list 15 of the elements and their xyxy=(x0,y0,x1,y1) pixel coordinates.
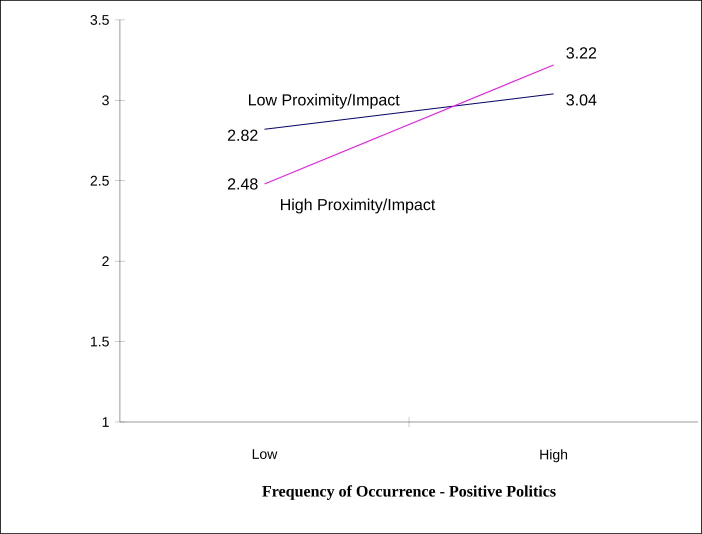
y-tick-label: 1.5 xyxy=(91,336,109,347)
x-axis-title: Frequency of Occurrence - Positive Politics xyxy=(262,485,556,500)
series-label: High Proximity/Impact xyxy=(280,198,436,214)
data-label: 3.04 xyxy=(566,94,596,106)
data-label: 3.22 xyxy=(566,47,596,59)
x-tick-label: Low xyxy=(252,449,278,460)
y-tick-label: 3.5 xyxy=(90,14,109,25)
y-tick-label: 3 xyxy=(102,95,109,106)
data-label: 2.82 xyxy=(228,130,258,141)
x-tick-label: High xyxy=(540,449,568,462)
series-label: Low Proximity/Impact xyxy=(248,94,400,109)
y-tick-label: 2.5 xyxy=(90,176,109,186)
y-tick-label: 2 xyxy=(102,256,109,266)
y-tick-label: 1 xyxy=(102,417,109,427)
data-label: 2.48 xyxy=(228,178,258,190)
